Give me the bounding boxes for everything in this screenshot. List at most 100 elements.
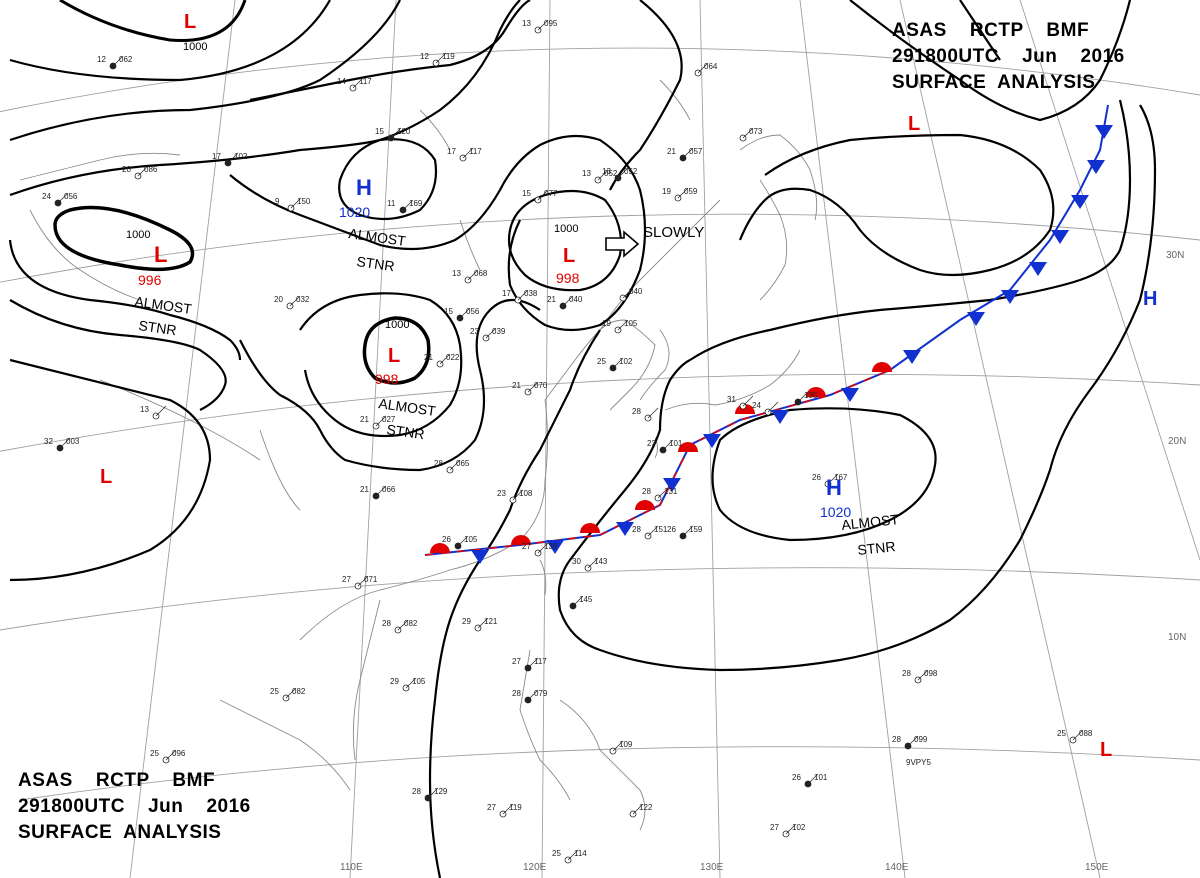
- low-center-symbol: L: [1100, 739, 1112, 761]
- cold-front-triangle: [1001, 290, 1019, 304]
- station-pressure: 040: [569, 295, 583, 304]
- wind-barb: [657, 487, 669, 499]
- wind-barb: [459, 307, 471, 319]
- station-plot: 25 088: [1057, 729, 1093, 744]
- cold-front-triangle: [663, 478, 681, 492]
- station-pressure: 052: [604, 169, 618, 178]
- header-product-line: ASAS RCTP BMF: [18, 770, 216, 791]
- station-pressure: 098: [924, 669, 938, 678]
- station-temperature: 12: [97, 55, 106, 64]
- station-plot: 135: [794, 391, 818, 406]
- station-temperature: 25: [597, 357, 606, 366]
- station-plot: 21 066: [360, 485, 396, 500]
- station-pressure: 105: [624, 319, 638, 328]
- station-temperature: 32: [44, 437, 53, 446]
- wind-barb: [485, 327, 497, 339]
- wind-barb: [439, 353, 451, 365]
- station-plot: 28 131: [642, 487, 678, 502]
- station-temperature: 13: [582, 169, 591, 178]
- station-temperature: 21: [360, 485, 369, 494]
- station-pressure: 143: [594, 557, 608, 566]
- low-center-symbol: L: [184, 11, 196, 33]
- wind-barb: [390, 127, 402, 139]
- station-temperature: 27: [487, 803, 496, 812]
- station-plot: 21 070: [512, 381, 548, 396]
- wind-barb: [1072, 729, 1084, 741]
- pressure-systems: L L 996 L 998 L 998 L L L H 1020 H 1020 …: [100, 11, 1157, 761]
- station-plot: 28 129: [412, 787, 448, 802]
- station-temperature: 17: [212, 152, 221, 161]
- cold-front-triangle: [771, 410, 789, 424]
- wind-barb: [587, 557, 599, 569]
- station-plot: 14 117: [337, 77, 372, 92]
- station-temperature: 17: [447, 147, 456, 156]
- wind-barb: [612, 740, 624, 752]
- annotation-stnr: STNR: [356, 253, 396, 274]
- wind-barb: [562, 295, 574, 307]
- station-temperature: 21: [512, 381, 521, 390]
- annotations: ALMOST STNR ALMOST STNR ALMOST STNR ALMO…: [134, 224, 900, 558]
- isobar-label: 1000: [554, 223, 578, 235]
- station-temperature: 26: [792, 773, 801, 782]
- station-pressure: 095: [544, 19, 558, 28]
- station-plot: 27 138: [522, 542, 558, 557]
- station-temperature: 21: [547, 295, 556, 304]
- station-pressure: 109: [619, 740, 633, 749]
- station-pressure: 138: [544, 542, 558, 551]
- wind-barb: [567, 849, 579, 861]
- high-center-symbol: H: [826, 475, 842, 500]
- wind-barb: [907, 735, 919, 747]
- station-plot: 15 077: [522, 189, 558, 204]
- wind-barb: [632, 803, 644, 815]
- high-center-value: 1020: [820, 504, 851, 520]
- station-pressure: 077: [544, 189, 558, 198]
- wind-barb: [449, 459, 461, 471]
- station-plot: 12 062: [97, 55, 133, 70]
- station-pressure: 065: [456, 459, 470, 468]
- station-temperature: 29: [462, 617, 471, 626]
- station-temperature: 24: [752, 401, 761, 410]
- station-pressure: 022: [446, 353, 460, 362]
- station-pressure: 102: [792, 823, 806, 832]
- wind-barb: [165, 749, 177, 761]
- station-plot: 28 098: [902, 669, 938, 684]
- station-plot: 21 022: [424, 353, 460, 368]
- station-plot: 27 117: [512, 657, 547, 672]
- station-plot: 25 096: [150, 749, 186, 764]
- low-center-value: 998: [556, 270, 580, 286]
- high-center-symbol: H: [356, 175, 372, 200]
- wind-barb: [797, 391, 809, 403]
- station-pressure: 167: [834, 473, 848, 482]
- station-temperature: 24: [42, 192, 51, 201]
- station-temperature: 25: [150, 749, 159, 758]
- wind-barb: [697, 62, 709, 74]
- low-center-symbol: L: [563, 245, 575, 267]
- station-temperature: 28: [632, 407, 641, 416]
- station-plot: 21 057: [667, 147, 703, 162]
- warm-front-scallop: [872, 362, 892, 372]
- station-pressure: 082: [404, 619, 418, 628]
- wind-barb: [227, 152, 239, 164]
- station-plot: 122: [629, 803, 653, 818]
- isobar-label: 1000: [126, 229, 150, 241]
- station-temperature: 28: [642, 487, 651, 496]
- longitude-label: 110E: [340, 862, 363, 873]
- station-plot: 28 079: [512, 689, 548, 704]
- wind-barb: [807, 773, 819, 785]
- cold-front-triangle: [841, 388, 859, 402]
- station-temperature: 25: [1057, 729, 1066, 738]
- station-pressure: 145: [579, 595, 593, 604]
- wind-barb: [742, 127, 754, 139]
- station-temperature: 21: [667, 147, 676, 156]
- cold-front-triangle: [1029, 262, 1047, 276]
- station-plot: 27 102: [770, 823, 806, 838]
- station-plot: 25 102: [597, 357, 633, 372]
- station-pressure: 088: [1079, 729, 1093, 738]
- latitude-label: 20N: [1168, 436, 1186, 447]
- station-pressure: 096: [172, 749, 186, 758]
- wind-barb: [517, 289, 529, 301]
- station-temperature: 30: [572, 557, 581, 566]
- station-pressure: 032: [296, 295, 310, 304]
